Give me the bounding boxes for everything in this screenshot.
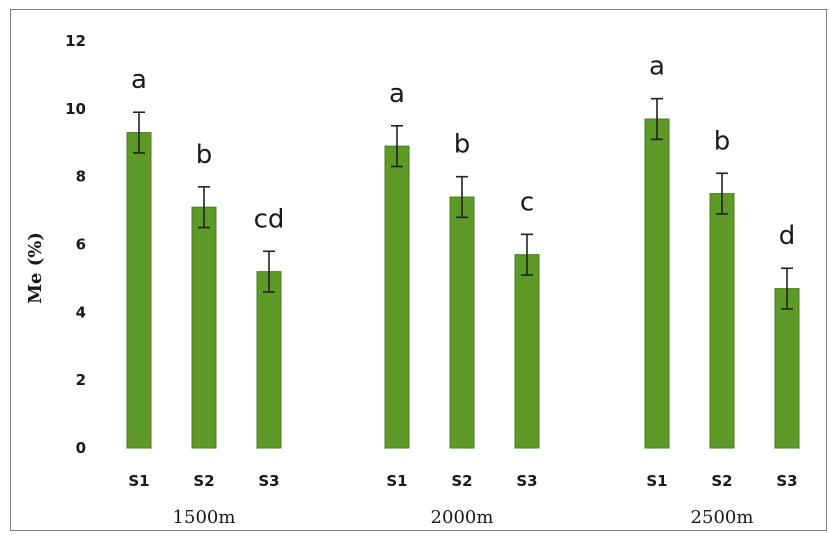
y-tick-label: 10 [65,100,86,118]
y-tick-label: 8 [76,168,86,186]
x-category-label: S2 [711,472,732,490]
x-category-label: S1 [386,472,407,490]
bar-2000m-S2 [449,196,475,449]
bar-1500m-S1 [126,132,152,449]
x-category-label: S2 [193,472,214,490]
significance-letter: a [389,79,405,109]
y-tick-label: 6 [76,236,86,254]
significance-letter: a [131,65,147,95]
bar-1500m-S2 [191,206,217,449]
y-tick-label: 4 [76,303,86,321]
x-category-label: S3 [776,472,797,490]
x-group-label: 2500m [691,507,754,528]
significance-letter: d [779,221,796,251]
x-category-label: S1 [128,472,149,490]
bar-1500m-S3 [256,271,282,449]
x-group-label: 2000m [431,507,494,528]
x-group-label: 1500m [173,507,236,528]
significance-letter: b [714,126,731,156]
y-tick-label: 0 [76,439,86,457]
significance-letter: c [520,187,534,217]
significance-letter: b [196,140,213,170]
x-category-label: S2 [451,472,472,490]
y-axis-title: Me (%) [25,232,46,304]
bar-2000m-S1 [384,145,410,449]
y-tick-label: 12 [65,32,86,50]
x-category-label: S1 [646,472,667,490]
bar-2500m-S2 [709,193,735,449]
bar-2000m-S3 [514,254,540,449]
x-category-label: S3 [258,472,279,490]
significance-letter: b [454,130,471,160]
bar-2500m-S1 [644,118,670,449]
y-tick-label: 2 [76,371,86,389]
bar-2500m-S3 [774,288,800,449]
x-category-label: S3 [516,472,537,490]
significance-letter: cd [254,204,285,234]
significance-letter: a [649,52,665,82]
